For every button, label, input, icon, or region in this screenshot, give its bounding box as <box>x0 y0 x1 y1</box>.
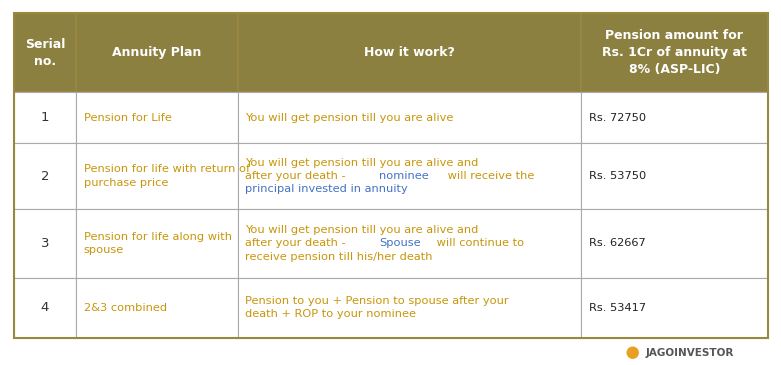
Text: after your death -: after your death - <box>245 238 349 249</box>
Bar <box>238 277 581 338</box>
Text: spouse: spouse <box>84 245 124 255</box>
Bar <box>581 13 768 92</box>
Bar <box>581 209 768 277</box>
Text: You will get pension till you are alive and: You will get pension till you are alive … <box>245 158 478 168</box>
Bar <box>76 13 238 92</box>
Text: purchase price: purchase price <box>84 178 168 188</box>
Text: Pension to you + Pension to spouse after your: Pension to you + Pension to spouse after… <box>245 296 508 306</box>
Text: Rs. 72750: Rs. 72750 <box>589 112 646 123</box>
Text: 2&3 combined: 2&3 combined <box>84 303 167 312</box>
Bar <box>14 209 76 277</box>
Text: Pension amount for
Rs. 1Cr of annuity at
8% (ASP-LIC): Pension amount for Rs. 1Cr of annuity at… <box>602 29 747 76</box>
Bar <box>581 143 768 209</box>
Text: 1: 1 <box>41 111 49 124</box>
Circle shape <box>627 347 638 358</box>
Text: 2: 2 <box>41 169 49 182</box>
Bar <box>14 13 76 92</box>
Text: You will get pension till you are alive: You will get pension till you are alive <box>245 112 453 123</box>
Text: Pension for Life: Pension for Life <box>84 112 172 123</box>
Bar <box>581 92 768 143</box>
Bar <box>14 143 76 209</box>
Bar <box>14 277 76 338</box>
Text: Pension for life with return of: Pension for life with return of <box>84 164 250 174</box>
Text: nominee: nominee <box>380 171 430 181</box>
Text: Rs. 53750: Rs. 53750 <box>589 171 646 181</box>
Bar <box>14 13 768 338</box>
Bar <box>76 277 238 338</box>
Bar <box>581 277 768 338</box>
Text: receive pension till his/her death: receive pension till his/her death <box>245 252 433 262</box>
Text: 3: 3 <box>41 237 49 250</box>
Bar <box>14 92 76 143</box>
Text: Spouse: Spouse <box>380 238 421 249</box>
Bar <box>76 92 238 143</box>
Bar <box>238 13 581 92</box>
Bar <box>238 92 581 143</box>
Text: How it work?: How it work? <box>364 46 455 59</box>
Text: 4: 4 <box>41 301 49 314</box>
Text: You will get pension till you are alive and: You will get pension till you are alive … <box>245 225 478 235</box>
Text: Rs. 62667: Rs. 62667 <box>589 238 646 249</box>
Text: Pension for life along with: Pension for life along with <box>84 232 232 242</box>
Text: after your death -: after your death - <box>245 171 349 181</box>
Text: Rs. 53417: Rs. 53417 <box>589 303 646 312</box>
Bar <box>76 143 238 209</box>
Text: Annuity Plan: Annuity Plan <box>112 46 201 59</box>
Text: Serial
no.: Serial no. <box>25 38 65 68</box>
Bar <box>238 209 581 277</box>
Bar <box>76 209 238 277</box>
Bar <box>238 143 581 209</box>
Text: JAGOINVESTOR: JAGOINVESTOR <box>646 348 734 358</box>
Text: death + ROP to your nominee: death + ROP to your nominee <box>245 309 416 319</box>
Text: will continue to: will continue to <box>433 238 524 249</box>
Text: will receive the: will receive the <box>444 171 534 181</box>
Text: principal invested in annuity: principal invested in annuity <box>245 184 408 194</box>
